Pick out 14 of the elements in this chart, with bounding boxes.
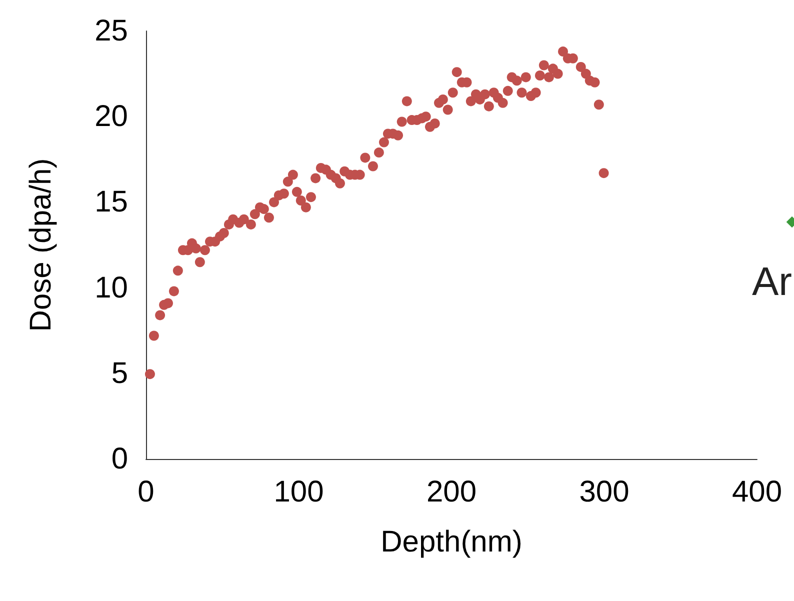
x-tick-label: 400	[732, 476, 782, 508]
y-tick-label: 25	[94, 14, 128, 48]
y-tick-label: 5	[111, 356, 128, 390]
x-tick-label: 0	[138, 476, 154, 508]
x-axis-title: Depth(nm)	[380, 526, 522, 558]
x-tick-label: 100	[274, 476, 324, 508]
y-tick-label: 15	[94, 186, 128, 219]
annotation: Ar	[752, 260, 792, 304]
x-tick-label: 200	[426, 476, 477, 508]
x-tick-label: 300	[579, 476, 630, 508]
y-tick-label: 0	[111, 442, 128, 476]
y-tick-label: 20	[94, 100, 128, 134]
y-tick-label: 10	[94, 271, 128, 304]
y-axis-title: Dose (dpa/h)	[24, 158, 58, 332]
